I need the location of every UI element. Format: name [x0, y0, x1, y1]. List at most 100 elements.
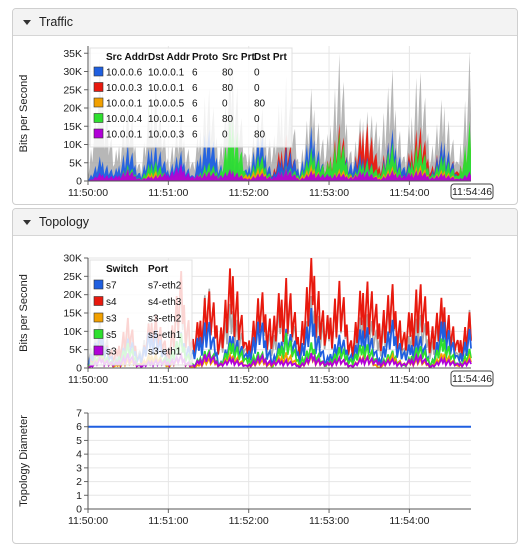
legend-cell: 6 [192, 99, 198, 110]
x-tick-label: 11:54:00 [389, 187, 429, 199]
legend-cell: s3-eth1 [148, 347, 182, 358]
x-tick-label: 11:51:00 [148, 187, 188, 199]
legend-cell: 10.0.0.1 [148, 83, 185, 94]
x-tick-label: 11:51:00 [148, 515, 188, 527]
x-tick-label: 11:50:00 [68, 187, 108, 199]
legend-cell: 80 [254, 99, 266, 110]
y-tick-label: 10K [63, 139, 82, 151]
y-tick-label: 3 [76, 462, 82, 474]
legend-cell: s3 [106, 314, 117, 325]
traffic-panel-header[interactable]: Traffic [13, 9, 517, 36]
current-time-label: 11:54:46 [452, 186, 492, 198]
legend-swatch [93, 296, 104, 306]
legend-cell: 80 [222, 83, 234, 94]
series-area-purple [88, 163, 471, 181]
legend-header: Src Prt [222, 52, 255, 63]
legend-cell: 10.0.0.3 [106, 83, 143, 94]
x-tick-label: 11:52:00 [229, 515, 269, 527]
x-tick-label: 11:50:00 [68, 374, 108, 386]
legend-cell: 6 [192, 83, 198, 94]
legend-cell: 80 [222, 114, 234, 125]
legend-cell: 10.0.0.3 [148, 130, 185, 141]
legend-box [89, 47, 293, 148]
y-tick-label: 25K [63, 84, 82, 96]
x-tick-label: 11:52:00 [229, 374, 269, 386]
legend-swatch [93, 113, 104, 123]
current-time-label: 11:54:46 [452, 373, 492, 385]
topology-panel-header[interactable]: Topology [13, 209, 517, 236]
legend-swatch [93, 312, 104, 323]
legend-header: Src Addr [106, 52, 148, 63]
x-tick-label: 11:53:00 [309, 187, 349, 199]
y-tick-label: 20K [63, 289, 82, 301]
y-tick-label: 5K [69, 157, 82, 169]
legend-cell: s5-eth1 [148, 330, 182, 341]
y-tick-label: 2 [76, 476, 82, 488]
y-axis-label: Topology Diameter [18, 415, 30, 507]
y-tick-label: 35K [63, 48, 82, 60]
legend-swatch [93, 66, 104, 77]
legend-cell: s4-eth3 [148, 297, 182, 308]
traffic-panel: Traffic 0 5K 10K 15K 20K 25K 30K 35K 11:50:00 11:… [12, 8, 518, 205]
y-tick-label: 6 [76, 421, 82, 433]
traffic-panel-title: Traffic [39, 15, 74, 29]
legend-box [89, 259, 193, 366]
x-tick-label: 11:51:00 [148, 374, 188, 386]
y-tick-label: 20K [63, 103, 82, 115]
x-tick-label: 11:54:00 [389, 374, 429, 386]
legend-cell: 80 [222, 68, 234, 79]
y-tick-label: 5K [69, 344, 82, 356]
legend-cell: 10.0.0.1 [106, 130, 143, 141]
current-time-box [450, 370, 494, 387]
caret-down-icon [23, 19, 31, 25]
y-axis-label: Bits per Second [18, 75, 30, 153]
legend-header: Proto [192, 52, 218, 63]
plot-area [88, 51, 471, 181]
legend-header: Port [148, 264, 169, 275]
legend-swatch [93, 279, 104, 290]
series-area-gray [88, 51, 471, 181]
legend-cell: 80 [254, 130, 266, 141]
legend-swatch [93, 345, 104, 356]
legend-cell: s5 [106, 330, 117, 341]
series-area-red [88, 122, 471, 181]
y-tick-label: 0 [76, 176, 82, 188]
legend-swatch [93, 82, 104, 92]
legend-cell: s3 [106, 347, 117, 358]
legend-swatch [93, 329, 104, 339]
legend-header: Dst Addr [148, 52, 190, 63]
x-tick-label: 11:50:00 [68, 515, 108, 527]
y-tick-label: 1 [76, 490, 82, 502]
legend-cell: 10.0.0.6 [106, 68, 143, 79]
legend-cell: 6 [192, 114, 198, 125]
x-tick-label: 11:53:00 [309, 515, 349, 527]
legend-cell: 10.0.0.1 [148, 68, 185, 79]
legend-cell: s7-eth2 [148, 281, 182, 292]
x-tick-label: 11:54:00 [389, 515, 429, 527]
y-tick-label: 10K [63, 326, 82, 338]
topology-diameter-chart: 0 1 2 34 5 67 11:50:00 11:51:00 11:52:00 11:53:00… [18, 408, 471, 527]
series-area-blue [88, 125, 471, 181]
y-tick-label: 0 [76, 363, 82, 375]
legend-cell: 10.0.0.1 [106, 99, 143, 110]
legend-cell: 10.0.0.5 [148, 99, 185, 110]
legend-header: Switch [106, 264, 138, 275]
legend-cell: 0 [222, 130, 228, 141]
y-tick-label: 15K [63, 121, 82, 133]
legend-cell: 6 [192, 68, 198, 79]
y-tick-label: 5 [76, 435, 82, 447]
y-tick-label: 30K [63, 253, 82, 265]
x-tick-label: 11:52:00 [229, 187, 269, 199]
topology-panel-title: Topology [39, 215, 90, 229]
legend-cell: s7 [106, 281, 117, 292]
legend-swatch [93, 97, 104, 108]
legend-cell: 6 [192, 130, 198, 141]
y-tick-label: 25K [63, 271, 82, 283]
y-axis-label: Bits per Second [18, 274, 30, 352]
x-tick-label: 11:53:00 [309, 374, 349, 386]
traffic-chart: 0 5K 10K 15K 20K 25K 30K 35K 11:50:00 11:51:00 11:… [18, 46, 494, 200]
legend-cell: 0 [254, 114, 260, 125]
legend-header: Dst Prt [254, 52, 287, 63]
topology-bandwidth-chart: 0 5K 10K 15K 20K 25K 30K 11:50:00 11:51:00 11:52:… [18, 253, 494, 387]
legend-cell: 0 [254, 68, 260, 79]
